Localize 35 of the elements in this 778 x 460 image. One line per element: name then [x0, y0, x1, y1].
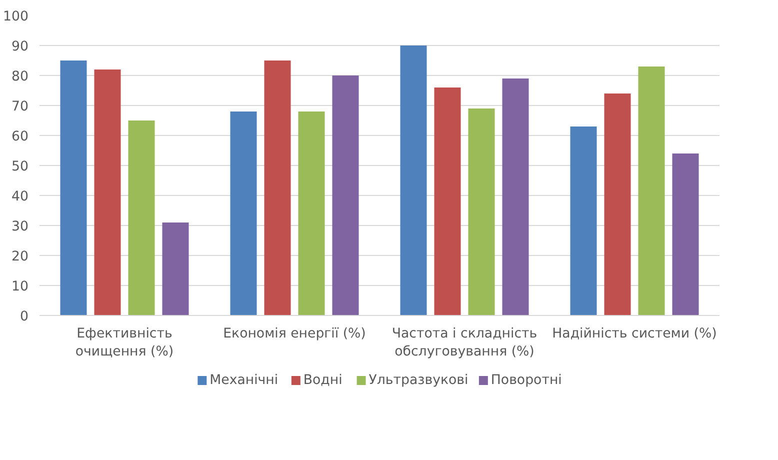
- bar: [468, 108, 495, 316]
- x-tick-label: Економія енергії (%): [223, 326, 366, 342]
- y-tick-label: 70: [12, 100, 29, 114]
- legend-label: Водні: [303, 373, 342, 388]
- y-tick-label: 80: [12, 70, 29, 84]
- bar: [60, 60, 87, 316]
- y-tick-label: 10: [12, 280, 29, 294]
- bar: [400, 46, 427, 316]
- y-tick-label: 40: [12, 190, 29, 204]
- bar: [672, 154, 699, 316]
- y-tick-label: 90: [12, 40, 29, 54]
- x-tick-label: Надійність системи (%): [552, 326, 717, 342]
- legend-label: Поворотні: [490, 373, 562, 388]
- bar: [502, 78, 529, 316]
- y-tick-label: 20: [12, 250, 29, 264]
- y-tick-label: 60: [12, 130, 29, 144]
- bar: [94, 70, 121, 316]
- bar: [570, 126, 597, 316]
- bar: [638, 66, 665, 316]
- y-tick-label: 100: [3, 10, 29, 24]
- x-tick-label: Частота і складність обслуговування (%): [392, 326, 538, 360]
- bar: [162, 222, 189, 316]
- y-tick-label: 50: [12, 160, 29, 174]
- bar: [434, 88, 461, 316]
- bar: [298, 112, 325, 316]
- bar: [604, 94, 631, 316]
- bar: [230, 112, 257, 316]
- y-tick-label: 0: [20, 310, 29, 324]
- x-tick-label: Ефективність очищення (%): [75, 326, 174, 360]
- bar: [264, 60, 291, 316]
- legend-label: Ультразвукові: [368, 373, 468, 388]
- y-tick-label: 30: [12, 220, 29, 234]
- bar: [332, 76, 359, 316]
- legend-label: Механічні: [210, 373, 278, 388]
- bar: [128, 120, 155, 316]
